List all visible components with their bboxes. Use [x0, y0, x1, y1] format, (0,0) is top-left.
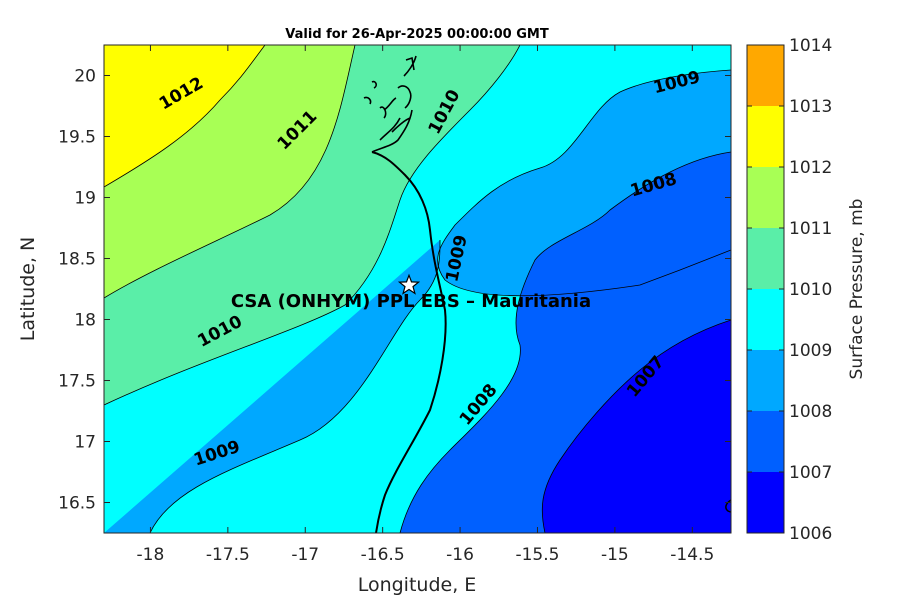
colorbar-segment	[747, 350, 784, 411]
y-tick-label: 18.5	[58, 250, 96, 270]
contour-1009-north	[437, 69, 731, 297]
coastline-main	[371, 151, 447, 533]
plot-frame	[103, 44, 732, 534]
colorbar-segment	[747, 228, 784, 289]
y-tick-label: 19	[74, 189, 96, 209]
x-tick-label: -16	[446, 545, 474, 565]
y-tick-label: 19.5	[58, 128, 96, 148]
y-tick-label: 17.5	[58, 372, 96, 392]
coastline	[363, 55, 731, 533]
x-tick-label: -17	[291, 545, 319, 565]
y-tick-label: 17	[74, 433, 96, 453]
site-label: CSA (ONHYM) PPL EBS – Mauritania	[231, 291, 591, 312]
colorbar-tick-label: 1008	[789, 402, 832, 422]
colorbar-segment	[747, 411, 784, 472]
x-axis: -18 -17.5 -17 -16.5 -16 -15.5 -15 -14.5	[137, 45, 714, 565]
contour-lines	[104, 45, 731, 533]
y-tick-label: 18	[74, 311, 96, 331]
colorbar-segment	[747, 289, 784, 350]
colorbar-tick-label: 1009	[789, 341, 832, 361]
x-axis-label: Longitude, E	[358, 574, 477, 596]
x-tick-label: -18	[137, 545, 165, 565]
colorbar-segment	[747, 472, 784, 533]
y-tick-label: 16.5	[58, 494, 96, 514]
band-1006-1007	[542, 320, 731, 533]
colorbar-tick-label: 1012	[789, 158, 832, 178]
x-tick-label: -14.5	[670, 545, 714, 565]
colorbar-segment	[747, 45, 784, 106]
colorbar-label: Surface Pressure, mb	[847, 199, 867, 380]
colorbar: 1006 1007 1008 1009 1010 1011 1012 1013 1014	[746, 36, 832, 544]
colorbar-tick-label: 1011	[789, 219, 832, 239]
contour-1007	[541, 319, 731, 533]
band-1012-1013	[104, 45, 265, 187]
colorbar-tick-label: 1010	[789, 280, 832, 300]
banc-d-arguin-islands	[363, 55, 417, 153]
colorbar-tick-label: 1014	[789, 36, 832, 56]
x-tick-label: -15.5	[515, 545, 559, 565]
contour-1012	[104, 45, 266, 188]
contour-1011	[104, 45, 356, 299]
plot-title: Valid for 26-Apr-2025 00:00:00 GMT	[285, 27, 549, 42]
colorbar-tick-label: 1007	[789, 463, 832, 483]
pressure-field	[104, 45, 731, 533]
colorbar-tick-label: 1006	[789, 524, 832, 544]
y-axis: 16.5 17 17.5 18 18.5 19 19.5 20	[58, 67, 731, 514]
x-tick-label: -16.5	[361, 545, 405, 565]
contour-1008	[399, 151, 731, 533]
y-axis-label: Latitude, N	[17, 237, 39, 342]
colorbar-tick-label: 1013	[789, 97, 832, 117]
y-tick-label: 20	[74, 67, 96, 87]
contour-1010	[104, 45, 521, 406]
colorbar-segment	[747, 106, 784, 167]
colorbar-segment	[747, 167, 784, 228]
x-tick-label: -15	[601, 545, 629, 565]
site-marker	[397, 273, 421, 295]
site-star-icon	[397, 273, 421, 295]
x-tick-label: -17.5	[206, 545, 250, 565]
contour-1009-south	[149, 239, 441, 533]
